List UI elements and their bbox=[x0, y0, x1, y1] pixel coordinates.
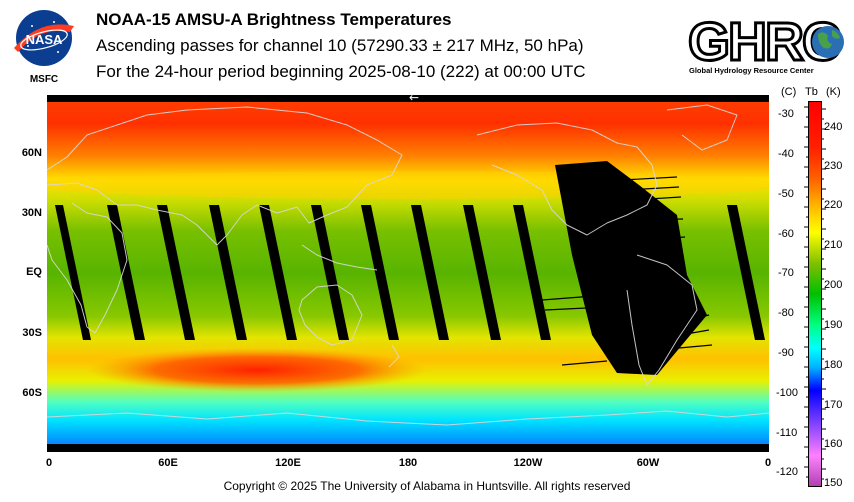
kelvin-tick: 230 bbox=[824, 160, 843, 172]
coast-australia bbox=[298, 284, 363, 346]
swath-gaps bbox=[55, 161, 765, 375]
coast-south-america bbox=[626, 254, 698, 386]
southern-warm-anomaly bbox=[87, 348, 427, 392]
map-top-band bbox=[47, 95, 769, 102]
kelvin-tick: 170 bbox=[824, 399, 843, 411]
colorbar-celsius-header: (C) bbox=[781, 86, 797, 98]
lat-label-eq: EQ bbox=[26, 266, 42, 278]
kelvin-tick: 240 bbox=[824, 121, 843, 133]
map-bottom-band bbox=[47, 444, 769, 452]
nasa-center-label: MSFC bbox=[30, 74, 58, 85]
coastlines bbox=[47, 104, 769, 426]
kelvin-tick: 200 bbox=[824, 279, 843, 291]
kelvin-tick: 190 bbox=[824, 319, 843, 331]
celsius-tick: -80 bbox=[778, 307, 794, 319]
celsius-tick: -50 bbox=[778, 188, 794, 200]
kelvin-tick: 210 bbox=[824, 239, 843, 251]
lon-label-120e: 120E bbox=[275, 457, 301, 469]
coast-north-america bbox=[476, 122, 658, 236]
coast-indonesia bbox=[301, 244, 378, 271]
kelvin-tick: 220 bbox=[824, 199, 843, 211]
colorbar-tb-header: Tb bbox=[805, 86, 818, 98]
ghrc-caption: Global Hydrology Resource Center bbox=[689, 66, 814, 75]
lon-label-60e: 60E bbox=[158, 457, 178, 469]
celsius-tick: -120 bbox=[776, 466, 799, 478]
celsius-tick: -70 bbox=[778, 267, 794, 279]
colorbar-kelvin-header: (K) bbox=[826, 86, 841, 98]
lon-label-180: 180 bbox=[398, 457, 418, 469]
ghrc-logo: GHRC Global Hydrology Resource Center bbox=[687, 11, 844, 75]
lat-label-30n: 30N bbox=[21, 207, 42, 219]
nasa-logo: NASA MSFC bbox=[14, 10, 74, 85]
chart-subtitle: Ascending passes for channel 10 (57290.3… bbox=[96, 36, 584, 55]
lon-label-60w: 60W bbox=[636, 457, 660, 469]
data-gap-americas bbox=[555, 161, 707, 375]
celsius-tick: -100 bbox=[776, 387, 799, 399]
lon-label-120w: 120W bbox=[513, 457, 543, 469]
kelvin-tick: 150 bbox=[824, 477, 843, 489]
kelvin-tick: 180 bbox=[824, 359, 843, 371]
colorbar-ticks bbox=[804, 106, 826, 480]
celsius-tick: -30 bbox=[778, 108, 794, 120]
lat-label-60n: 60N bbox=[21, 147, 42, 159]
celsius-tick: -40 bbox=[778, 148, 794, 160]
colorbar bbox=[808, 101, 822, 487]
celsius-tick: -60 bbox=[778, 228, 794, 240]
chart-title: NOAA-15 AMSU-A Brightness Temperatures bbox=[96, 10, 452, 29]
pass-direction-arrow: ← bbox=[409, 95, 419, 105]
brightness-temperature-map: ← bbox=[47, 95, 769, 452]
kelvin-tick: 160 bbox=[824, 438, 843, 450]
lon-label-0-east: 0 bbox=[764, 457, 772, 469]
coast-greenland bbox=[666, 104, 738, 151]
celsius-tick: -90 bbox=[778, 347, 794, 359]
celsius-tick: -110 bbox=[776, 427, 798, 439]
coast-europe-asia bbox=[47, 106, 403, 246]
northern-cool-band bbox=[47, 171, 769, 199]
lat-label-30s: 30S bbox=[22, 327, 42, 339]
coast-new-zealand bbox=[388, 344, 400, 368]
coast-antarctica bbox=[47, 410, 769, 426]
copyright-notice: Copyright © 2025 The University of Alaba… bbox=[223, 479, 631, 493]
coast-africa bbox=[47, 202, 128, 334]
lat-label-60s: 60S bbox=[22, 387, 42, 399]
time-period: For the 24-hour period beginning 2025-08… bbox=[96, 62, 586, 81]
lon-label-0-west: 0 bbox=[45, 457, 53, 469]
nasa-logo-text: NASA bbox=[26, 32, 63, 47]
